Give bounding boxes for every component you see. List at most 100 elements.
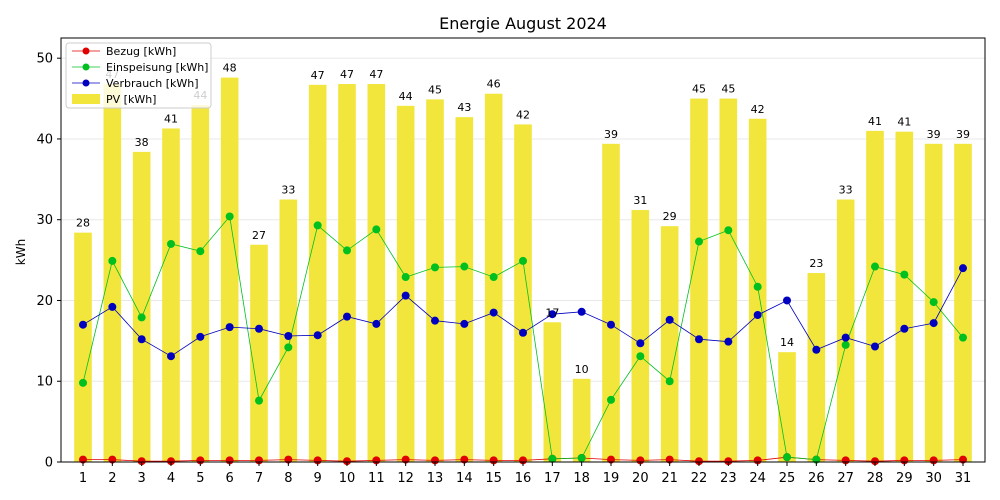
bar-value-label: 45: [721, 83, 735, 96]
pv-bar: [191, 105, 210, 462]
bezug-point: [167, 457, 175, 466]
x-tick-label: 31: [955, 471, 972, 486]
x-tick-label: 17: [544, 471, 561, 486]
y-tick-label: 30: [36, 213, 53, 228]
bar-value-label: 33: [839, 184, 853, 197]
einspeisung-point: [929, 298, 938, 307]
pv-bar: [719, 98, 738, 463]
x-tick-label: 4: [167, 471, 175, 486]
bezug-point: [695, 457, 703, 466]
legend-bar-swatch: [72, 94, 100, 104]
legend-marker-swatch: [82, 79, 90, 87]
y-tick-label: 50: [36, 52, 53, 67]
x-tick-label: 22: [691, 471, 708, 486]
x-tick-label: 9: [314, 471, 322, 486]
pv-bar: [103, 84, 122, 462]
x-tick-label: 13: [427, 471, 444, 486]
bar-value-label: 27: [252, 229, 266, 242]
pv-bar: [602, 143, 620, 462]
verbrauch-point: [519, 328, 527, 337]
x-tick-label: 12: [397, 471, 414, 486]
legend-label: Einspeisung [kWh]: [106, 61, 208, 74]
chart-title: Energie August 2024: [439, 14, 607, 33]
x-tick-label: 18: [573, 471, 590, 486]
bar-value-label: 29: [663, 210, 677, 223]
x-tick-label: 16: [515, 471, 532, 486]
verbrauch-point: [167, 352, 175, 361]
einspeisung-point: [313, 221, 322, 230]
bar-value-label: 41: [897, 116, 911, 129]
x-tick-label: 24: [749, 471, 766, 486]
bar-value-label: 17: [545, 306, 559, 319]
y-tick-label: 40: [36, 132, 53, 147]
x-tick-label: 3: [138, 471, 146, 486]
pv-bar: [690, 98, 708, 463]
verbrauch-point: [900, 324, 909, 333]
einspeisung-point: [372, 225, 381, 234]
einspeisung-point: [753, 282, 762, 291]
verbrauch-point: [460, 319, 469, 328]
bar-value-label: 14: [780, 336, 794, 349]
bar-value-label: 45: [692, 83, 706, 96]
einspeisung-point: [665, 377, 674, 386]
einspeisung-point: [519, 256, 527, 265]
bezug-point: [724, 457, 733, 466]
einspeisung-point: [401, 273, 410, 282]
verbrauch-point: [431, 316, 439, 325]
einspeisung-point: [108, 256, 117, 265]
verbrauch-point: [372, 319, 381, 328]
x-tick-label: 14: [456, 471, 473, 486]
pv-bar: [836, 199, 855, 462]
pv-bar: [455, 117, 474, 462]
x-tick-label: 10: [339, 471, 356, 486]
legend-label: Bezug [kWh]: [106, 45, 176, 58]
verbrauch-point: [812, 345, 821, 354]
pv-bar: [514, 124, 532, 463]
verbrauch-point: [489, 308, 498, 317]
bar-value-label: 48: [223, 62, 237, 75]
bezug-point: [343, 457, 351, 466]
bar-value-label: 44: [399, 90, 413, 103]
pv-bar: [895, 131, 914, 462]
verbrauch-point: [724, 337, 733, 346]
pv-bar: [631, 210, 650, 462]
einspeisung-point: [724, 226, 733, 235]
x-tick-label: 23: [720, 471, 737, 486]
verbrauch-point: [137, 335, 146, 344]
x-tick-label: 27: [837, 471, 854, 486]
bar-value-label: 33: [281, 184, 295, 197]
pv-bar: [162, 128, 180, 462]
einspeisung-point: [460, 262, 469, 271]
bar-value-label: 23: [809, 257, 823, 270]
pv-bar: [220, 77, 239, 462]
pv-bar: [279, 199, 298, 462]
x-tick-label: 7: [255, 471, 263, 486]
bezug-point: [137, 457, 146, 466]
x-tick-label: 15: [485, 471, 502, 486]
einspeisung-point: [607, 395, 615, 404]
x-tick-label: 29: [896, 471, 913, 486]
einspeisung-point: [841, 340, 850, 349]
einspeisung-point: [636, 352, 645, 361]
x-tick-label: 19: [603, 471, 620, 486]
einspeisung-point: [137, 313, 146, 322]
bar-value-label: 47: [340, 68, 354, 81]
einspeisung-point: [79, 378, 87, 387]
einspeisung-point: [255, 396, 263, 405]
einspeisung-point: [783, 453, 791, 462]
y-tick-label: 0: [45, 456, 53, 471]
verbrauch-point: [871, 342, 879, 351]
einspeisung-point: [431, 263, 439, 272]
x-tick-label: 26: [808, 471, 825, 486]
y-tick-label: 10: [36, 375, 53, 390]
verbrauch-point: [636, 339, 645, 348]
pv-bar: [338, 84, 356, 462]
pv-bar: [778, 352, 796, 462]
pv-bar: [572, 378, 591, 462]
pv-bar: [807, 273, 826, 462]
legend-marker-swatch: [82, 47, 90, 55]
pv-bar: [367, 84, 386, 462]
einspeisung-point: [489, 273, 498, 282]
bar-value-label: 38: [135, 136, 149, 149]
pv-bar: [866, 130, 884, 462]
